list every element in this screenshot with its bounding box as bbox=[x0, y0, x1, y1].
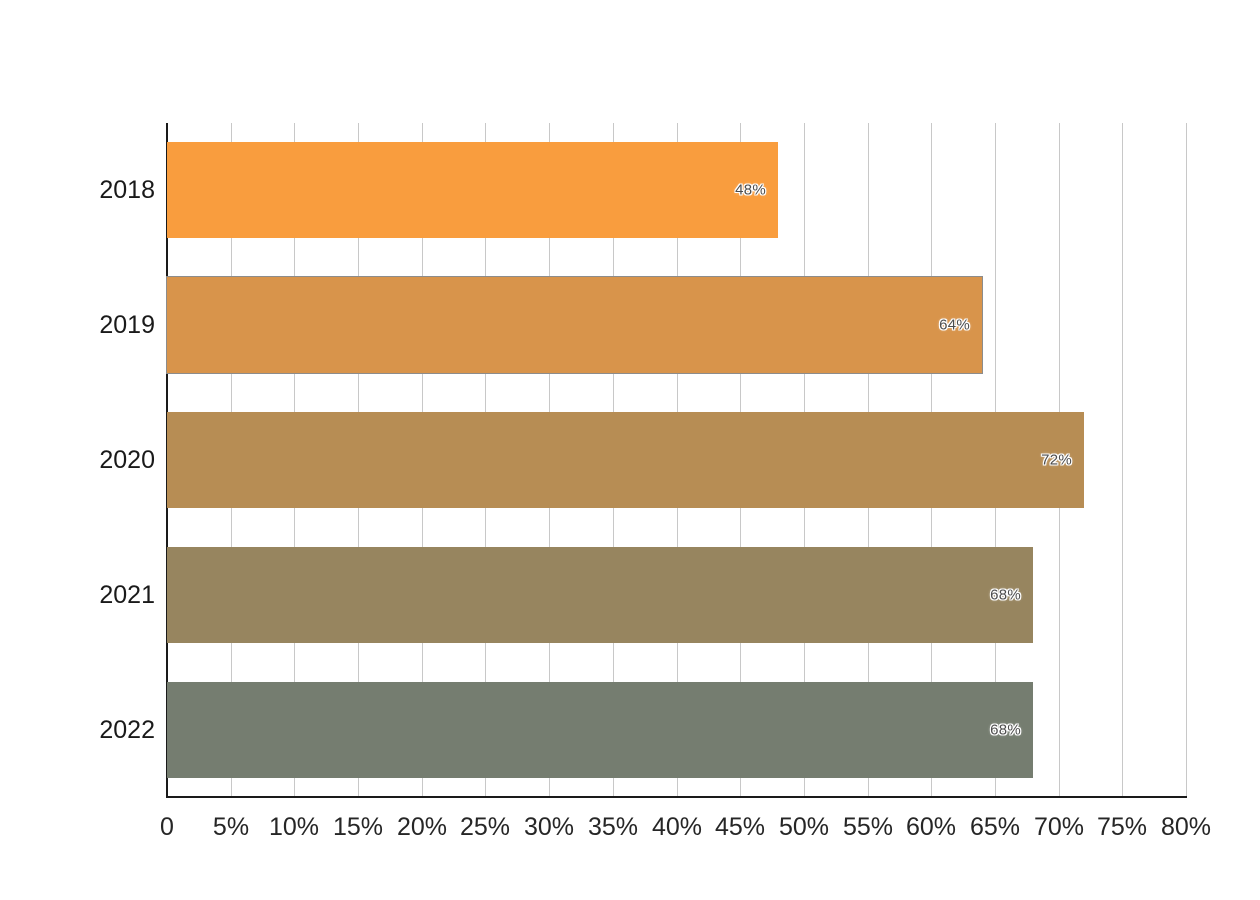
tick-label-75%: 75% bbox=[1096, 813, 1148, 841]
tick-label-30%: 30% bbox=[523, 813, 575, 841]
tick-label-60%: 60% bbox=[905, 813, 957, 841]
category-label-2018: 2018 bbox=[99, 176, 155, 204]
gridline-75% bbox=[1122, 123, 1123, 797]
tick-label-45%: 45% bbox=[714, 813, 766, 841]
tick-label-55%: 55% bbox=[842, 813, 894, 841]
x-axis-line bbox=[166, 796, 1187, 798]
bar-value-label-2020: 72% bbox=[1041, 451, 1072, 469]
gridline-80% bbox=[1186, 123, 1187, 797]
tick-label-80%: 80% bbox=[1160, 813, 1212, 841]
tick-label-20%: 20% bbox=[396, 813, 448, 841]
tick-label-25%: 25% bbox=[459, 813, 511, 841]
bar-2022: 68% bbox=[167, 682, 1033, 778]
bar-2019: 64% bbox=[167, 277, 982, 373]
category-label-2022: 2022 bbox=[99, 716, 155, 744]
tick-label-5%: 5% bbox=[212, 813, 250, 841]
tick-label-70%: 70% bbox=[1033, 813, 1085, 841]
tick-label-65%: 65% bbox=[969, 813, 1021, 841]
bar-2020: 72% bbox=[167, 412, 1084, 508]
bar-2021: 68% bbox=[167, 547, 1033, 643]
category-label-2019: 2019 bbox=[99, 311, 155, 339]
bar-value-label-2022: 68% bbox=[990, 721, 1021, 739]
bar-2018: 48% bbox=[167, 142, 778, 238]
tick-label-40%: 40% bbox=[651, 813, 703, 841]
category-label-2021: 2021 bbox=[99, 581, 155, 609]
tick-label-0: 0 bbox=[160, 813, 174, 841]
tick-label-50%: 50% bbox=[778, 813, 830, 841]
tick-label-15%: 15% bbox=[332, 813, 384, 841]
bar-value-label-2019: 64% bbox=[939, 316, 970, 334]
tick-label-10%: 10% bbox=[268, 813, 320, 841]
category-label-2020: 2020 bbox=[99, 446, 155, 474]
tick-label-35%: 35% bbox=[587, 813, 639, 841]
bar-value-label-2021: 68% bbox=[990, 586, 1021, 604]
bar-value-label-2018: 48% bbox=[735, 181, 766, 199]
